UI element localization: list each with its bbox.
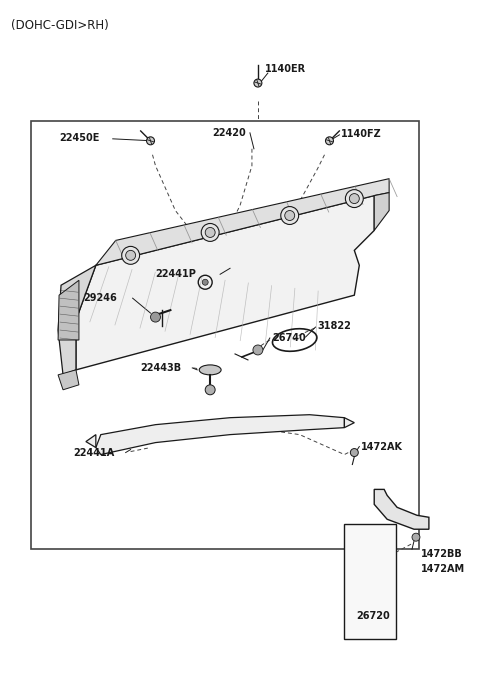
Polygon shape [344, 417, 354, 428]
Text: 1472BB: 1472BB [421, 549, 463, 559]
Polygon shape [374, 192, 389, 231]
Text: 29246: 29246 [83, 293, 117, 303]
Text: 1140ER: 1140ER [265, 64, 306, 74]
Polygon shape [58, 280, 79, 340]
Text: 22441P: 22441P [156, 269, 196, 279]
Circle shape [151, 312, 160, 322]
Text: 26740: 26740 [272, 333, 306, 343]
Circle shape [202, 279, 208, 285]
Circle shape [325, 137, 334, 145]
Bar [31, 121, 419, 549]
Text: 1472AK: 1472AK [361, 441, 403, 451]
Circle shape [126, 250, 136, 261]
Circle shape [346, 190, 363, 207]
Circle shape [146, 137, 155, 145]
Circle shape [201, 224, 219, 241]
Polygon shape [86, 434, 96, 447]
Circle shape [205, 385, 215, 395]
Polygon shape [58, 265, 96, 375]
Text: 22420: 22420 [212, 128, 246, 138]
Text: 26720: 26720 [356, 611, 390, 621]
Circle shape [350, 449, 358, 456]
Text: 31822: 31822 [318, 321, 351, 331]
Ellipse shape [199, 365, 221, 375]
Polygon shape [374, 490, 429, 529]
Text: 22441A: 22441A [73, 447, 114, 458]
Polygon shape [96, 179, 389, 265]
Circle shape [412, 533, 420, 542]
Circle shape [349, 194, 360, 203]
Bar [344, 524, 396, 639]
Polygon shape [76, 196, 374, 370]
Circle shape [281, 207, 299, 224]
Text: 1472AM: 1472AM [421, 564, 465, 574]
Circle shape [253, 345, 263, 355]
Text: (DOHC-GDI>RH): (DOHC-GDI>RH) [12, 19, 109, 32]
Polygon shape [96, 415, 344, 454]
Polygon shape [58, 370, 79, 390]
Circle shape [205, 228, 215, 237]
Text: 22450E: 22450E [59, 133, 99, 143]
Circle shape [122, 246, 140, 265]
Text: 22443B: 22443B [141, 363, 182, 373]
Text: 1140FZ: 1140FZ [341, 129, 382, 139]
Circle shape [285, 211, 295, 220]
Circle shape [254, 79, 262, 87]
